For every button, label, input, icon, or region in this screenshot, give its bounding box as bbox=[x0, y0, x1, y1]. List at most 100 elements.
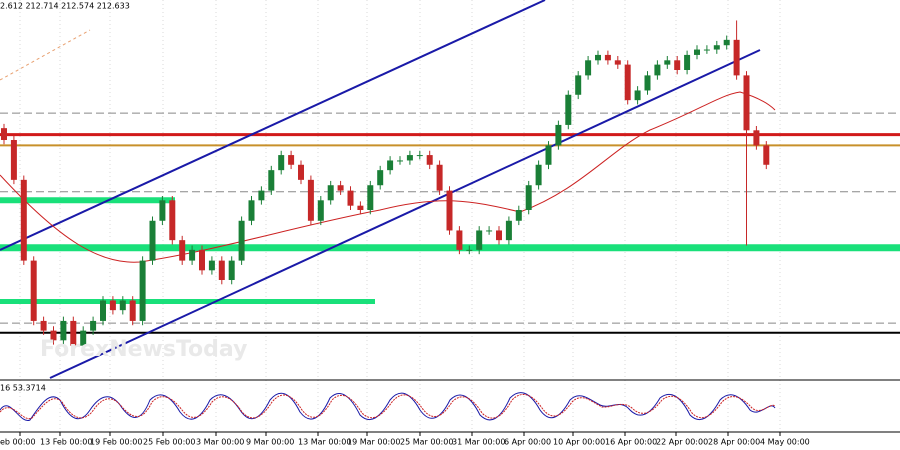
time-label: 9 Mar 00:00 bbox=[246, 438, 294, 447]
candle-body bbox=[109, 300, 116, 311]
candle-body bbox=[238, 220, 245, 261]
candle-body bbox=[208, 260, 215, 271]
time-label: 25 Feb 00:00 bbox=[143, 438, 195, 447]
candle-body bbox=[30, 260, 37, 321]
channel-upper bbox=[0, 0, 546, 251]
candle-body bbox=[347, 190, 354, 206]
candle-body bbox=[486, 230, 493, 232]
candle-body bbox=[713, 45, 720, 50]
time-label: 3 Mar 00:00 bbox=[196, 438, 244, 447]
time-label: 25 Mar 00:00 bbox=[400, 438, 453, 447]
time-label: eb 00:00 bbox=[0, 438, 36, 447]
candle-body bbox=[703, 49, 710, 51]
stochastic-signal bbox=[0, 393, 776, 420]
candle-body bbox=[248, 200, 255, 221]
candle-body bbox=[199, 249, 205, 271]
candle-body bbox=[60, 320, 67, 341]
candle-body bbox=[525, 185, 532, 210]
candle-body bbox=[763, 145, 770, 165]
candle-body bbox=[288, 155, 295, 165]
candle-body bbox=[496, 230, 502, 241]
candle-body bbox=[90, 320, 97, 331]
candle-body bbox=[644, 75, 651, 91]
candle-body bbox=[585, 60, 592, 76]
candle-body bbox=[753, 130, 760, 146]
candle-body bbox=[664, 60, 671, 65]
candle-body bbox=[436, 164, 443, 191]
candle-body bbox=[218, 260, 225, 280]
candle-body bbox=[377, 170, 384, 186]
time-label: 13 Mar 00:00 bbox=[298, 438, 351, 447]
candle-body bbox=[337, 185, 344, 191]
candle-body bbox=[505, 220, 512, 241]
candle-body bbox=[684, 54, 691, 70]
candle-body bbox=[614, 60, 621, 65]
time-label: 10 Apr 00:00 bbox=[553, 438, 605, 447]
stochastic-main bbox=[0, 392, 776, 421]
candle-body bbox=[575, 75, 582, 95]
time-label: 19 Feb 00:00 bbox=[90, 438, 142, 447]
candle-body bbox=[654, 64, 661, 76]
fib-line bbox=[0, 29, 91, 81]
candle-body bbox=[50, 330, 57, 341]
header: 2.612 212.714 212.574 212.633 bbox=[0, 2, 130, 11]
indicator-label: 16 53.3714 bbox=[0, 384, 46, 393]
candle-body bbox=[100, 300, 106, 321]
candle-body bbox=[119, 300, 126, 311]
candle-body bbox=[743, 75, 750, 131]
candle-body bbox=[228, 260, 235, 280]
candle-body bbox=[179, 240, 186, 261]
candles bbox=[1, 20, 770, 350]
time-label: 22 Apr 00:00 bbox=[656, 438, 708, 447]
candle-body bbox=[565, 94, 572, 125]
candle-body bbox=[545, 145, 552, 165]
candle-body bbox=[426, 155, 433, 165]
candle-body bbox=[634, 90, 641, 101]
candle-body bbox=[149, 220, 156, 261]
candle-body bbox=[10, 140, 17, 180]
candle-body bbox=[723, 39, 730, 46]
time-label: 31 Mar 00:00 bbox=[452, 438, 505, 447]
candle-body bbox=[317, 200, 324, 221]
candle-body bbox=[70, 320, 77, 346]
candle-body bbox=[20, 179, 27, 261]
grid bbox=[19, 0, 781, 432]
time-label: 28 Apr 00:00 bbox=[708, 438, 760, 447]
candle-body bbox=[268, 170, 275, 191]
candle-body bbox=[535, 164, 542, 186]
time-label: 13 Feb 00:00 bbox=[40, 438, 92, 447]
candle-body bbox=[406, 155, 413, 161]
candle-body bbox=[595, 54, 601, 61]
candle-body bbox=[694, 49, 700, 55]
candle-body bbox=[624, 64, 631, 101]
candle-body bbox=[555, 124, 562, 146]
candle-body bbox=[416, 155, 423, 157]
candle-body bbox=[327, 185, 334, 201]
candle-body bbox=[169, 200, 176, 241]
candle-body bbox=[733, 39, 740, 76]
candle-body bbox=[357, 205, 364, 210]
watermark: ForexNewsToday bbox=[40, 337, 247, 362]
candle-body bbox=[515, 210, 522, 221]
candle-body bbox=[604, 54, 611, 61]
candle-body bbox=[307, 179, 314, 221]
candle-body bbox=[466, 249, 473, 251]
candle-body bbox=[387, 160, 394, 171]
candle-body bbox=[258, 190, 265, 201]
candle-body bbox=[278, 155, 285, 171]
candle-body bbox=[40, 320, 47, 331]
moving-average bbox=[0, 91, 776, 263]
candle-body bbox=[159, 200, 166, 221]
candle-body bbox=[476, 230, 483, 250]
candle-body bbox=[189, 249, 196, 261]
time-label: 16 Apr 00:00 bbox=[605, 438, 657, 447]
candle-body bbox=[129, 300, 136, 321]
time-label: 6 Apr 00:00 bbox=[504, 438, 551, 447]
candle-body bbox=[674, 60, 681, 70]
channel-lower bbox=[49, 49, 761, 379]
candle-body bbox=[298, 164, 304, 180]
candle-body bbox=[446, 190, 453, 231]
time-label: 4 May 00:00 bbox=[760, 438, 810, 447]
candle-body bbox=[397, 160, 403, 162]
